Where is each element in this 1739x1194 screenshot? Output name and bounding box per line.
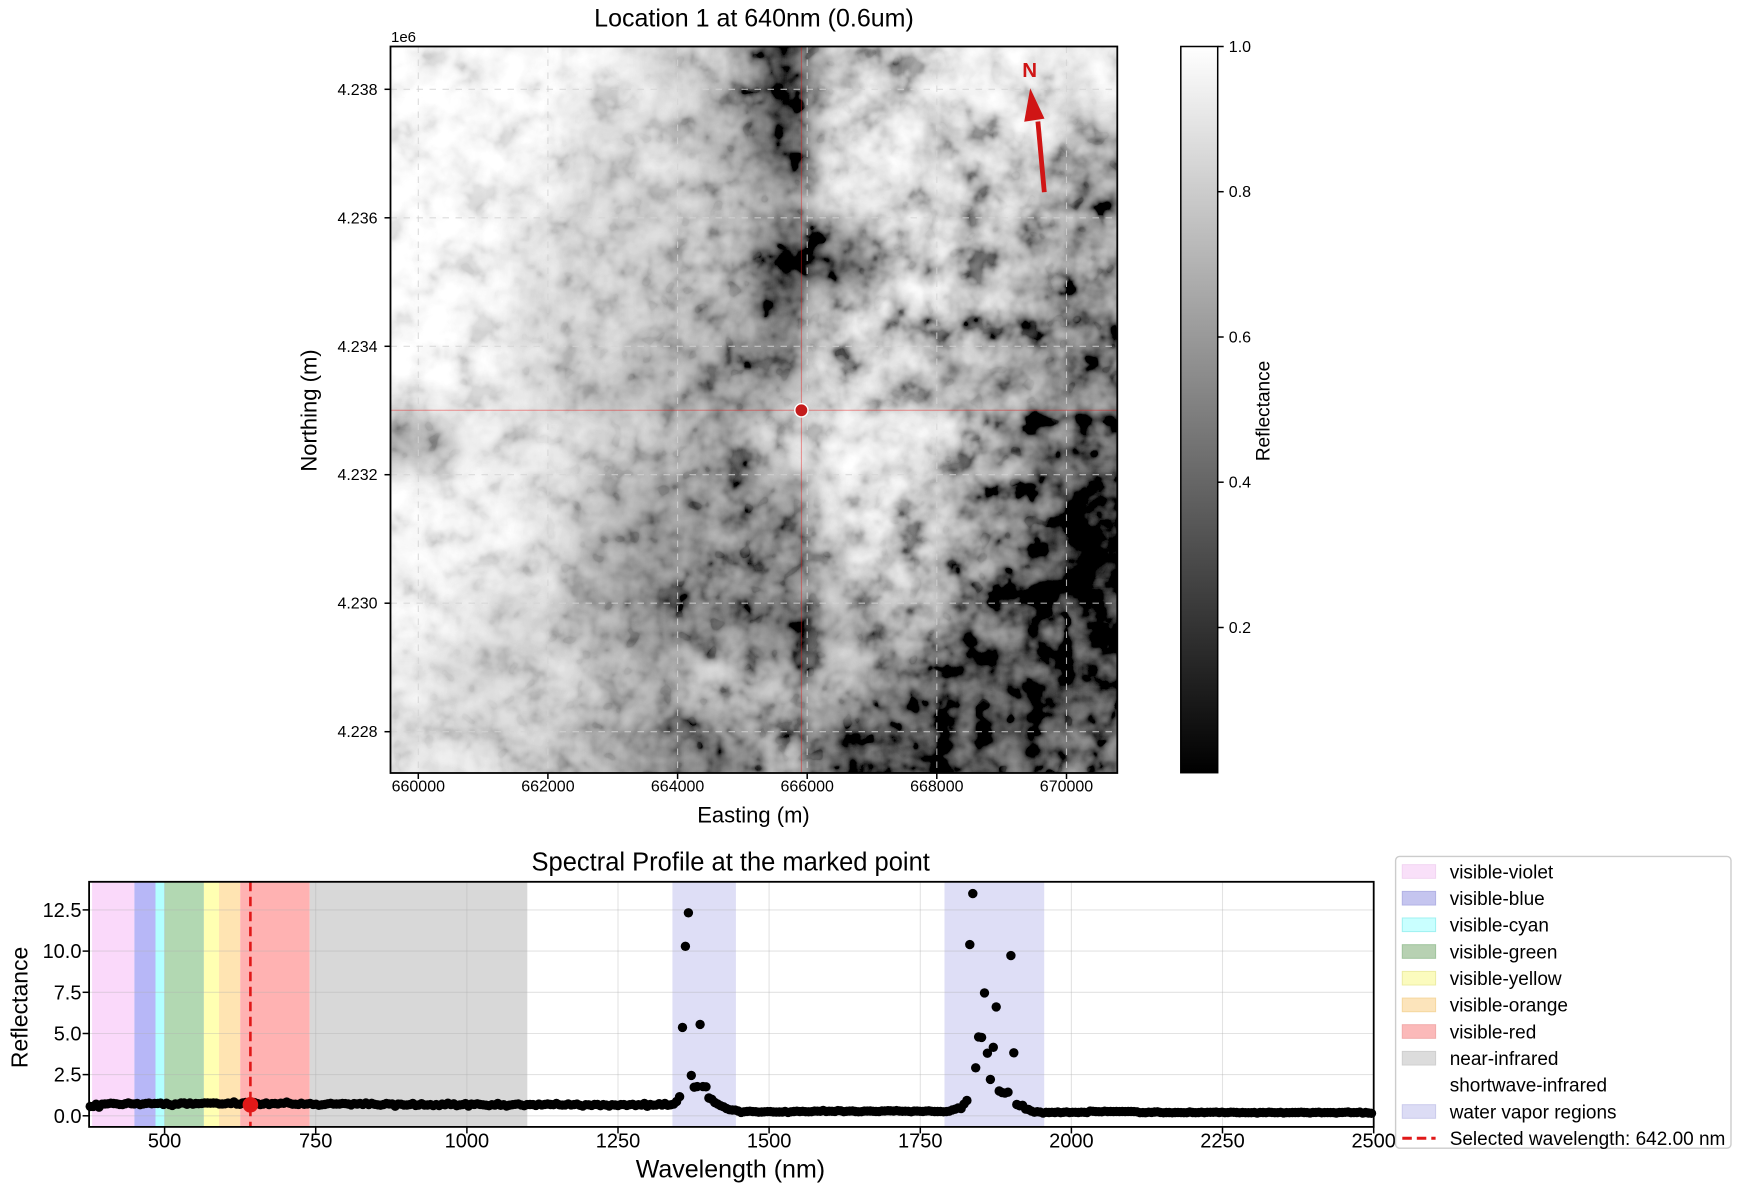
svg-text:2000: 2000 [1049, 1131, 1094, 1153]
svg-text:Easting (m): Easting (m) [697, 803, 809, 828]
svg-text:4.232: 4.232 [337, 467, 377, 484]
svg-text:N: N [1022, 59, 1037, 82]
svg-text:1750: 1750 [898, 1131, 943, 1153]
svg-text:1250: 1250 [596, 1131, 641, 1153]
svg-text:visible-blue: visible-blue [1450, 889, 1545, 910]
svg-text:12.5: 12.5 [43, 900, 82, 922]
svg-text:4.236: 4.236 [337, 210, 377, 227]
svg-text:0.8: 0.8 [1229, 184, 1251, 201]
svg-text:10.0: 10.0 [43, 941, 82, 963]
svg-text:2500: 2500 [1351, 1131, 1396, 1153]
svg-text:Spectral Profile at the marked: Spectral Profile at the marked point [532, 848, 930, 876]
svg-text:visible-orange: visible-orange [1450, 996, 1568, 1017]
svg-text:4.228: 4.228 [337, 724, 377, 741]
svg-text:670000: 670000 [1040, 779, 1093, 796]
svg-text:visible-yellow: visible-yellow [1450, 969, 1562, 990]
svg-text:0.0: 0.0 [54, 1106, 82, 1128]
svg-text:1500: 1500 [747, 1131, 792, 1153]
svg-text:water vapor regions: water vapor regions [1449, 1102, 1617, 1123]
svg-text:Northing (m): Northing (m) [297, 349, 322, 471]
svg-text:1.0: 1.0 [1229, 39, 1251, 56]
svg-text:0.4: 0.4 [1229, 475, 1251, 492]
svg-text:visible-green: visible-green [1450, 942, 1558, 963]
svg-text:668000: 668000 [910, 779, 963, 796]
svg-text:0.2: 0.2 [1229, 620, 1251, 637]
svg-text:Location 1 at 640nm (0.6um): Location 1 at 640nm (0.6um) [594, 5, 914, 33]
svg-text:1e6: 1e6 [391, 29, 416, 46]
svg-text:4.238: 4.238 [337, 82, 377, 99]
svg-text:660000: 660000 [392, 779, 445, 796]
svg-text:near-infrared: near-infrared [1450, 1049, 1559, 1070]
svg-text:Selected wavelength: 642.00 nm: Selected wavelength: 642.00 nm [1450, 1129, 1726, 1150]
svg-text:664000: 664000 [651, 779, 704, 796]
svg-text:2.5: 2.5 [54, 1065, 82, 1087]
svg-text:visible-red: visible-red [1450, 1022, 1537, 1043]
svg-text:500: 500 [148, 1131, 181, 1153]
svg-text:4.234: 4.234 [337, 339, 377, 356]
svg-text:5.0: 5.0 [54, 1024, 82, 1046]
svg-text:4.230: 4.230 [337, 596, 377, 613]
svg-text:0.6: 0.6 [1229, 330, 1251, 347]
svg-text:visible-violet: visible-violet [1450, 862, 1554, 883]
svg-text:7.5: 7.5 [54, 982, 82, 1004]
svg-text:Reflectance: Reflectance [7, 947, 33, 1068]
svg-text:Reflectance: Reflectance [1254, 361, 1275, 461]
svg-text:1000: 1000 [445, 1131, 490, 1153]
svg-text:shortwave-infrared: shortwave-infrared [1450, 1076, 1607, 1097]
svg-text:2250: 2250 [1200, 1131, 1245, 1153]
svg-text:Wavelength (nm): Wavelength (nm) [636, 1155, 825, 1183]
svg-text:666000: 666000 [781, 779, 834, 796]
svg-text:visible-cyan: visible-cyan [1450, 916, 1549, 937]
svg-text:750: 750 [299, 1131, 332, 1153]
svg-text:662000: 662000 [521, 779, 574, 796]
